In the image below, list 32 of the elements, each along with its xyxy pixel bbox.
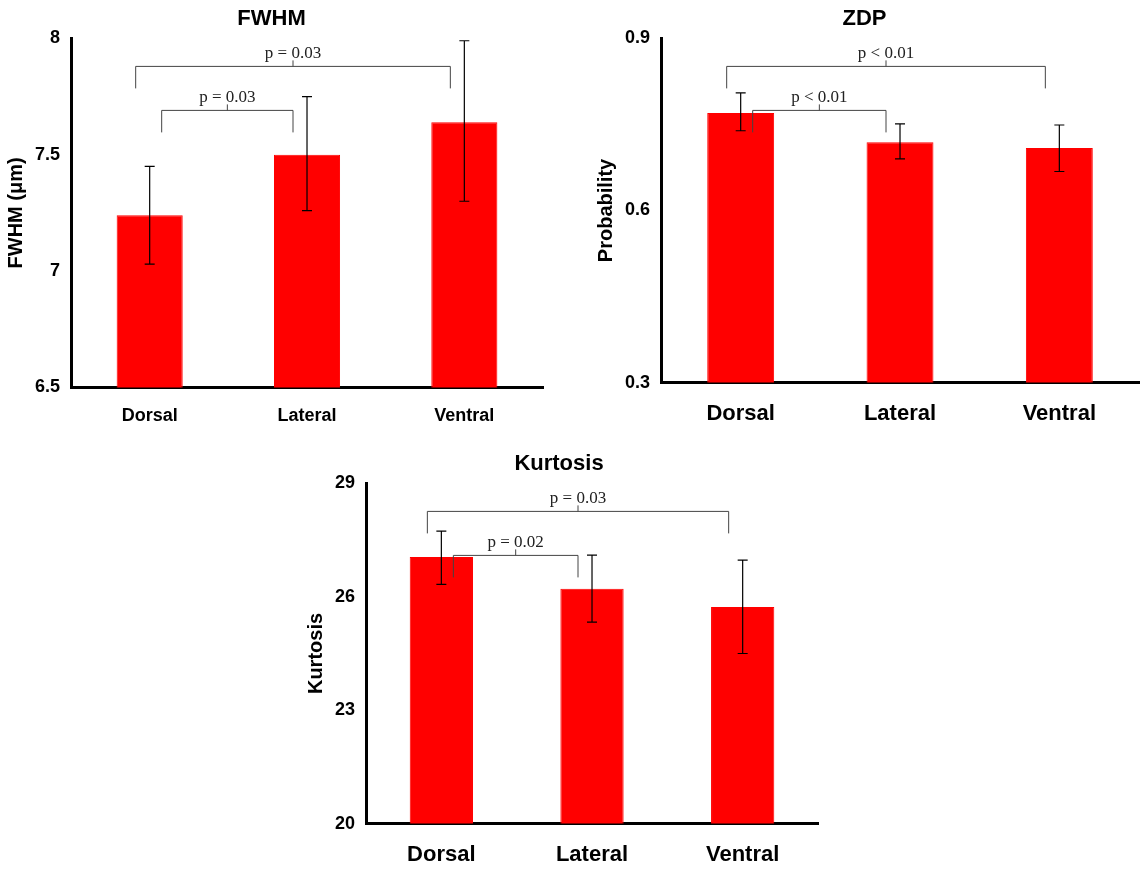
chart-title: FWHM	[237, 5, 306, 31]
x-tick-label: Dorsal	[407, 840, 476, 866]
y-tick-label: 0.6	[624, 199, 651, 220]
x-tick-label: Ventral	[1022, 399, 1097, 425]
y-tick-label: 29	[334, 472, 356, 493]
y-axis-title: Probability	[593, 157, 616, 263]
y-axis-title: Kurtosis	[303, 612, 326, 695]
x-tick-label: Ventral	[434, 405, 495, 426]
y-tick-label: 6.5	[34, 376, 61, 397]
y-tick-label: 0.3	[624, 371, 651, 392]
x-tick-label: Dorsal	[706, 399, 775, 425]
y-tick-label: 20	[334, 812, 356, 833]
x-tick-label: Lateral	[863, 399, 937, 425]
annotation: p < 0.01	[791, 87, 848, 107]
annotation: p = 0.02	[487, 532, 544, 552]
y-tick-label: 26	[334, 585, 356, 606]
annotation: p = 0.03	[549, 488, 607, 508]
y-tick-label: 23	[334, 699, 356, 720]
chart-title: Kurtosis	[514, 450, 604, 476]
annotation: p = 0.03	[199, 87, 256, 107]
y-tick-label: 8	[50, 27, 61, 48]
annotation: p = 0.03	[264, 43, 322, 63]
y-tick-label: 7.5	[34, 143, 61, 164]
x-tick-label: Ventral	[705, 840, 780, 866]
chart-title: ZDP	[842, 5, 887, 31]
x-tick-label: Lateral	[277, 405, 337, 426]
x-tick-label: Dorsal	[121, 405, 178, 426]
x-tick-label: Lateral	[555, 840, 629, 866]
y-tick-label: 0.9	[624, 27, 651, 48]
y-tick-label: 7	[50, 260, 61, 281]
y-axis-title: FWHM (μm)	[3, 157, 26, 269]
annotation: p < 0.01	[857, 43, 915, 63]
